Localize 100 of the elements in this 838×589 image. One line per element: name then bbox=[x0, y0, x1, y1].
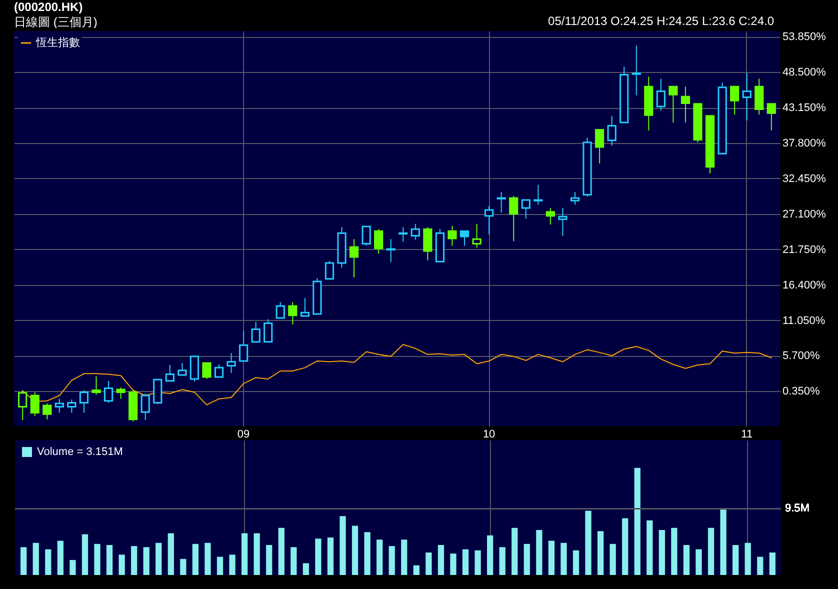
bar bbox=[118, 554, 125, 575]
candlestick bbox=[754, 78, 764, 116]
bar bbox=[524, 544, 530, 575]
bar bbox=[757, 556, 764, 575]
chart-subtitle: 日線圖 (三個月) bbox=[14, 14, 98, 31]
bar bbox=[388, 546, 395, 575]
bar bbox=[401, 540, 408, 575]
bar bbox=[302, 563, 309, 575]
y-tick-label: 32.450% bbox=[782, 172, 826, 185]
bar bbox=[732, 545, 739, 575]
candlestick bbox=[570, 192, 580, 206]
y-tick-label: 21.750% bbox=[782, 244, 826, 256]
bar bbox=[94, 544, 100, 575]
bar bbox=[597, 531, 604, 575]
candlestick bbox=[42, 402, 52, 420]
candlestick bbox=[656, 78, 666, 112]
bar bbox=[413, 565, 420, 575]
bar bbox=[462, 549, 469, 575]
y-tick-label: 53.850% bbox=[782, 31, 826, 44]
bar bbox=[216, 556, 224, 575]
bar bbox=[352, 526, 358, 575]
bar bbox=[585, 510, 592, 575]
candlestick bbox=[386, 238, 396, 263]
bar bbox=[499, 547, 506, 575]
bar bbox=[646, 520, 653, 575]
bar bbox=[340, 516, 346, 575]
ref-line-label: 9.5M bbox=[785, 502, 810, 515]
legend-label: Volume = 3.151M bbox=[37, 446, 123, 458]
bar bbox=[229, 554, 236, 575]
y-tick-label: 5.700% bbox=[782, 350, 820, 362]
candlestick bbox=[226, 352, 236, 374]
bar bbox=[696, 549, 702, 575]
candlestick bbox=[632, 45, 641, 96]
candlestick bbox=[140, 393, 150, 421]
bar bbox=[548, 540, 555, 575]
bar bbox=[156, 542, 162, 575]
x-tick-label: 09 bbox=[237, 428, 250, 440]
candlestick bbox=[607, 115, 616, 146]
candlestick bbox=[349, 238, 359, 278]
bar bbox=[512, 528, 518, 575]
candlestick bbox=[496, 192, 506, 214]
bar bbox=[131, 546, 138, 575]
bar bbox=[32, 542, 39, 575]
bar bbox=[450, 554, 456, 575]
bar bbox=[327, 538, 334, 575]
text: 05/11/2013 O:24.25 H:24.25 L:23.6 C:24.0 bbox=[548, 14, 774, 28]
bar bbox=[683, 545, 690, 575]
bar bbox=[143, 547, 150, 575]
candlestick bbox=[214, 364, 224, 378]
candlestick bbox=[594, 129, 604, 164]
candlestick bbox=[324, 260, 334, 280]
candlestick bbox=[668, 86, 678, 123]
bar bbox=[192, 544, 199, 575]
candlestick bbox=[288, 302, 298, 326]
candlestick bbox=[534, 184, 543, 206]
legend-label: 恆生指數 bbox=[35, 36, 80, 49]
bar bbox=[364, 532, 370, 575]
y-tick-label: 27.100% bbox=[782, 208, 826, 220]
bar bbox=[720, 510, 726, 575]
bar bbox=[82, 534, 88, 575]
candlestick bbox=[190, 356, 200, 382]
candlestick bbox=[54, 398, 64, 414]
bar bbox=[536, 530, 542, 575]
bar bbox=[438, 545, 444, 575]
candlestick bbox=[264, 318, 273, 343]
candlestick bbox=[178, 362, 187, 376]
bar bbox=[278, 528, 284, 575]
bar bbox=[610, 544, 616, 575]
candlestick bbox=[766, 103, 776, 131]
y-tick-label: 43.150% bbox=[782, 102, 826, 114]
candlestick bbox=[362, 226, 371, 246]
bar bbox=[180, 558, 186, 575]
bar bbox=[744, 542, 751, 575]
chart-title: (000200.HK) bbox=[14, 0, 83, 14]
candlestick bbox=[546, 207, 555, 226]
bar bbox=[241, 533, 248, 575]
candlestick bbox=[398, 226, 408, 242]
candlestick bbox=[521, 199, 530, 220]
candlestick bbox=[509, 196, 518, 242]
y-tick-label: 16.400% bbox=[782, 279, 826, 292]
candlestick bbox=[558, 207, 568, 236]
bar bbox=[634, 468, 640, 575]
candlestick bbox=[153, 378, 162, 405]
bar bbox=[426, 552, 432, 575]
bar bbox=[622, 518, 628, 575]
candlestick bbox=[410, 223, 420, 240]
candlestick bbox=[251, 321, 260, 343]
candlestick bbox=[484, 205, 494, 235]
bar bbox=[204, 542, 211, 575]
bar bbox=[769, 552, 776, 575]
bar bbox=[290, 547, 297, 575]
candlestick bbox=[202, 362, 212, 380]
bar bbox=[168, 533, 174, 575]
bar bbox=[474, 550, 481, 575]
candlestick bbox=[104, 380, 114, 404]
y-tick-label: 0.350% bbox=[782, 386, 820, 398]
y-tick-label: 48.500% bbox=[782, 66, 826, 79]
candlestick bbox=[276, 302, 285, 319]
bar bbox=[20, 547, 27, 575]
candlestick bbox=[472, 223, 482, 248]
